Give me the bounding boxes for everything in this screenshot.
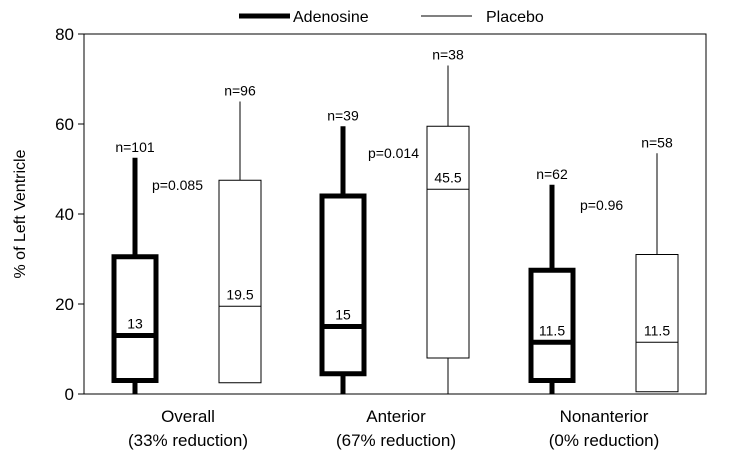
group-label-line1: Overall — [161, 407, 215, 426]
boxes — [111, 65, 679, 394]
group-label-line1: Nonanterior — [560, 407, 649, 426]
adenosine-n-label: n=101 — [115, 139, 155, 155]
y-tick-label: 0 — [65, 385, 74, 404]
adenosine-median-label: 11.5 — [539, 322, 565, 338]
p-value-label: p=0.085 — [152, 177, 203, 193]
annotations: 13 n=101 15 n=39 11.5 n=62 19.5 n=96 45.5 n=38 11.… — [115, 47, 673, 339]
p-value-label: p=0.014 — [368, 145, 419, 161]
y-tick-label: 60 — [55, 115, 74, 134]
plot-frame — [83, 33, 707, 395]
legend-label-placebo: Placebo — [486, 9, 544, 26]
group-label-line2: (67% reduction) — [336, 431, 456, 450]
placebo-box — [635, 254, 679, 393]
adenosine-n-label: n=39 — [327, 107, 359, 123]
placebo-n-label: n=96 — [224, 83, 256, 99]
placebo-median-label: 45.5 — [434, 169, 461, 185]
adenosine-box — [528, 267, 576, 383]
placebo-box — [218, 179, 262, 384]
y-tick-label: 20 — [55, 295, 74, 314]
adenosine-box — [111, 254, 159, 383]
adenosine-box — [319, 193, 367, 377]
group-labels: Overall (33% reduction) Anterior (67% reduc… — [128, 407, 659, 450]
y-tick-label: 40 — [55, 205, 74, 224]
placebo-median-label: 19.5 — [226, 286, 253, 302]
adenosine-n-label: n=62 — [536, 166, 568, 182]
placebo-box — [426, 125, 470, 359]
group-label-line1: Anterior — [366, 407, 426, 426]
group-label-line2: (33% reduction) — [128, 431, 248, 450]
legend-label-adenosine: Adenosine — [293, 9, 369, 26]
placebo-median-label: 11.5 — [644, 322, 670, 338]
placebo-n-label: n=38 — [432, 47, 464, 63]
y-ticks: 0 20 40 60 80 — [55, 25, 84, 404]
placebo-n-label: n=58 — [641, 134, 673, 150]
legend: Adenosine Placebo — [239, 9, 544, 26]
group-label-line2: (0% reduction) — [549, 431, 660, 450]
adenosine-median-label: 15 — [335, 307, 351, 323]
adenosine-median-label: 13 — [127, 316, 143, 332]
p-value-label: p=0.96 — [580, 197, 623, 213]
axes — [83, 33, 707, 395]
y-axis-label: % of Left Ventricle — [12, 149, 29, 278]
y-tick-label: 80 — [55, 25, 74, 44]
